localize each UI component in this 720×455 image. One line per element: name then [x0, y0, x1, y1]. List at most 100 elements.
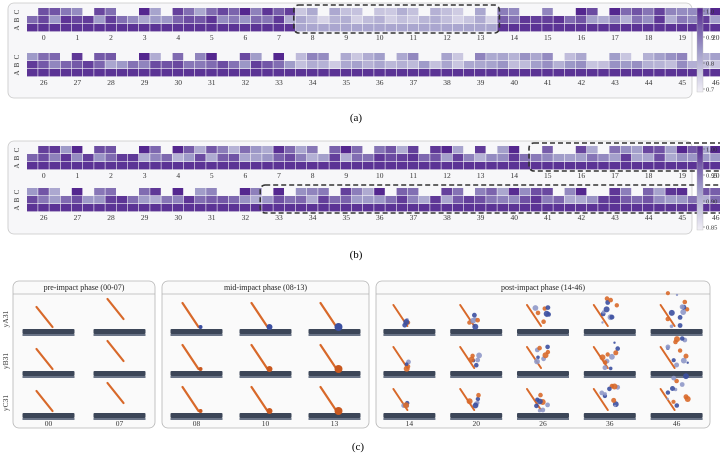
heatmap-cell	[407, 162, 419, 170]
heatmap-cell	[430, 61, 441, 69]
heatmap-cell	[172, 188, 184, 196]
heatmap-cell	[273, 196, 284, 204]
heatmap-cell	[654, 24, 665, 32]
render-platform-edge	[93, 334, 146, 336]
heatmap-cell	[329, 204, 340, 212]
heatmap-cell	[363, 24, 374, 32]
heatmap-cell	[161, 16, 172, 24]
heatmap-cell	[463, 61, 475, 69]
fluid-jet	[659, 346, 676, 369]
heatmap-cell	[273, 69, 284, 77]
colorbar-tick-label: 1.00	[706, 147, 717, 154]
splash-droplet	[468, 356, 475, 363]
heatmap-cell	[564, 69, 576, 77]
render-platform	[170, 371, 223, 376]
heatmap-cell	[206, 69, 217, 77]
heatmap-cell	[654, 61, 665, 69]
heatmap-cell	[587, 61, 598, 69]
heatmap-cell	[27, 61, 38, 69]
splash-droplet	[605, 352, 610, 357]
heatmap-cell	[251, 188, 262, 196]
heatmap-cell	[687, 154, 699, 162]
fluid-jet	[106, 339, 125, 363]
heatmap-cell	[620, 61, 632, 69]
render-platform-edge	[308, 334, 361, 336]
heatmap-cell	[396, 8, 408, 16]
render-platform	[583, 413, 636, 418]
heatmap-cell	[172, 146, 184, 154]
render-frame-label: 00	[45, 419, 53, 428]
render-platform-edge	[650, 418, 703, 420]
heatmap-cell	[587, 162, 598, 170]
splash-droplet	[607, 386, 612, 392]
colorbar-gradient	[696, 145, 704, 231]
render-platform-edge	[22, 418, 75, 420]
heatmap-cell	[195, 69, 206, 77]
heatmap-cell	[407, 69, 419, 77]
frame-tick-label: 42	[578, 213, 586, 222]
heatmap-cell	[228, 24, 240, 32]
heatmap-cell	[195, 162, 206, 170]
render-platform-edge	[450, 418, 503, 420]
heatmap-cell	[396, 61, 408, 69]
splash-droplet	[674, 403, 680, 408]
render-platform-edge	[383, 334, 436, 336]
heatmap-cell	[575, 69, 587, 77]
heatmap-cell	[654, 154, 665, 162]
frame-tick-label: 9	[344, 33, 348, 42]
heatmap-cell	[329, 146, 340, 154]
heatmap-cell	[497, 154, 508, 162]
render-group-frame	[12, 280, 156, 429]
heatmap-cell	[262, 61, 273, 69]
heatmap-cell	[452, 204, 464, 212]
fluid-jet	[526, 304, 542, 327]
heatmap-cell	[699, 204, 710, 212]
heatmap-cell	[273, 8, 284, 16]
splash-droplet	[671, 358, 676, 363]
heatmap-cell	[27, 24, 38, 32]
heatmap-cell	[83, 196, 94, 204]
render-platform	[22, 371, 75, 376]
heatmap-cell	[620, 204, 632, 212]
frame-tick-label: 28	[107, 78, 115, 87]
heatmap-cell	[318, 69, 329, 77]
render-platform-edge	[239, 418, 292, 420]
heatmap-cell	[94, 154, 105, 162]
heatmap-cell	[441, 16, 452, 24]
heatmap-cell	[351, 188, 363, 196]
render-frame-label: 08	[193, 419, 201, 428]
render-platform-edge	[93, 376, 146, 378]
heatmap-cell	[430, 8, 441, 16]
render-platform-edge	[308, 418, 361, 420]
row-label: B	[13, 197, 21, 202]
splash-droplet	[674, 378, 679, 384]
heatmap-cell	[486, 53, 497, 61]
splash-droplet	[470, 317, 477, 324]
splash-droplet	[534, 403, 539, 409]
heatmap-cell	[374, 196, 385, 204]
heatmap-cell	[27, 162, 38, 170]
heatmap-cell	[497, 146, 508, 154]
heatmap-cell	[251, 146, 262, 154]
heatmap-cell	[385, 69, 396, 77]
frame-tick-label: 6	[244, 33, 248, 42]
heatmap-cell	[363, 162, 374, 170]
render-platform	[383, 329, 436, 334]
heatmap-cell	[329, 162, 340, 170]
heatmap-cell	[295, 188, 307, 196]
colorbar-tick-label: 0.90	[706, 199, 717, 206]
frame-tick-label: 7	[277, 33, 281, 42]
heatmap-cell	[665, 196, 676, 204]
heatmap-cell	[217, 69, 228, 77]
splash-droplet	[671, 375, 677, 381]
frame-tick-label: 34	[309, 78, 317, 87]
splash-droplet	[665, 291, 671, 296]
heatmap-cell	[575, 204, 587, 212]
heatmap-cell	[486, 196, 497, 204]
heatmap-cell	[150, 146, 161, 154]
heatmap-cell	[116, 154, 128, 162]
splash-droplet	[403, 402, 409, 409]
frame-tick-label: 37	[410, 78, 418, 87]
heatmap-cell	[710, 69, 720, 77]
render-platform-edge	[650, 376, 703, 378]
